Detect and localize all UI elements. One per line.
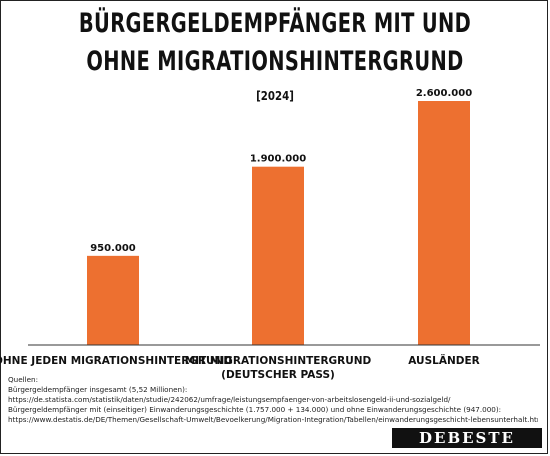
category-label: (DEUTSCHER PASS)	[221, 369, 335, 381]
data-label: 950.000	[90, 243, 136, 254]
category-label: AUSLÄNDER	[408, 353, 479, 367]
source-line: Bürgergeldempfänger mit (einseitiger) Ei…	[8, 405, 502, 414]
source-line: Bürgergeldempfänger insgesamt (5,52 Mill…	[8, 385, 188, 394]
chart-subtitle: [2024]	[256, 89, 294, 103]
bar	[252, 166, 304, 345]
source-line: https://de.statista.com/statistik/daten/…	[8, 395, 451, 404]
chart-title-line-1: BÜRGERGELDEMPFÄNGER MIT UND	[78, 8, 472, 39]
category-label: MIT MIGRATIONSHINTERGRUND	[185, 355, 372, 367]
category-label: OHNE JEDEN MIGRATIONSHINTERGRUND	[0, 355, 232, 367]
sources-block: Quellen: Bürgergeldempfänger insgesamt (…	[8, 375, 538, 425]
sources-heading: Quellen:	[8, 375, 39, 384]
data-label: 1.900.000	[250, 154, 306, 165]
data-label: 2.600.000	[416, 88, 472, 99]
watermark-logo: DEBESTE	[392, 428, 542, 448]
source-line: https://www.destatis.de/DE/Themen/Gesell…	[8, 415, 538, 424]
bar	[87, 255, 139, 345]
bar	[418, 101, 470, 345]
chart-title-line-2: OHNE MIGRATIONSHINTERGRUND	[86, 46, 464, 77]
